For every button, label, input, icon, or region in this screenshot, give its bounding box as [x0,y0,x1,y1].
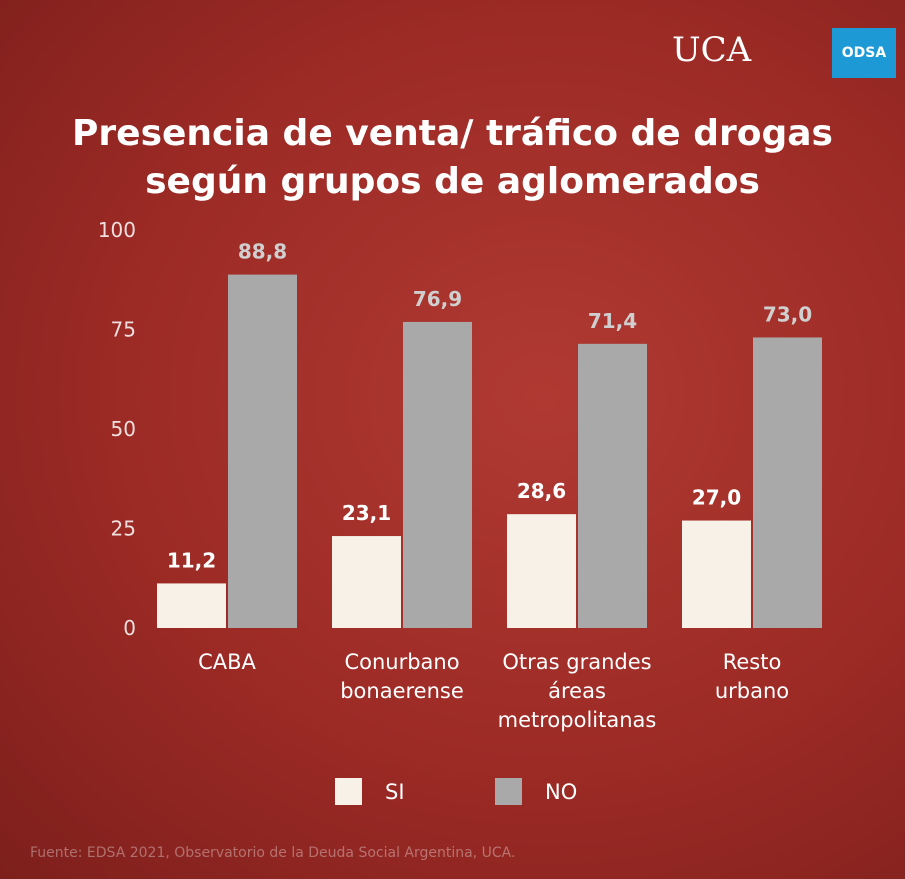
value-label: 73,0 [763,302,812,326]
bar [332,536,401,628]
value-label: 76,9 [413,287,462,311]
y-tick-label: 75 [111,318,136,342]
bar [682,521,751,628]
value-label: 28,6 [517,479,566,503]
x-tick-label: Resto urbano [667,648,837,706]
infographic: 0 25 50 75 100 11,2 88,8 23,1 76,9 28,6 71,4 27,0 73… [0,0,905,879]
bar [507,514,576,628]
y-tick-label: 0 [123,616,136,640]
x-tick-label: Conurbano bonaerense [317,648,487,706]
legend-label: NO [545,780,577,804]
bar [228,275,297,628]
x-tick-label: CABA [142,648,312,677]
legend-swatch [335,778,362,805]
source-note: Fuente: EDSA 2021, Observatorio de la De… [30,845,515,861]
value-label: 27,0 [692,486,741,510]
bar [753,337,822,628]
x-tick-label: Otras grandes áreas metropolitanas [492,648,662,735]
bar [578,344,647,628]
logo-text: UCA [672,30,751,70]
chart-title: Presencia de venta/ tráfico de drogas se… [0,110,905,206]
legend-label: SI [385,780,405,804]
bar [157,583,226,628]
y-tick-label: 25 [111,517,136,541]
logo-badge: ODSA [832,28,896,78]
value-label: 88,8 [238,240,287,264]
bar [403,322,472,628]
legend-swatch [495,778,522,805]
y-tick-label: 100 [98,218,136,242]
y-tick-label: 50 [111,417,136,441]
value-label: 71,4 [588,309,637,333]
value-label: 23,1 [342,501,391,525]
value-label: 11,2 [167,548,216,572]
